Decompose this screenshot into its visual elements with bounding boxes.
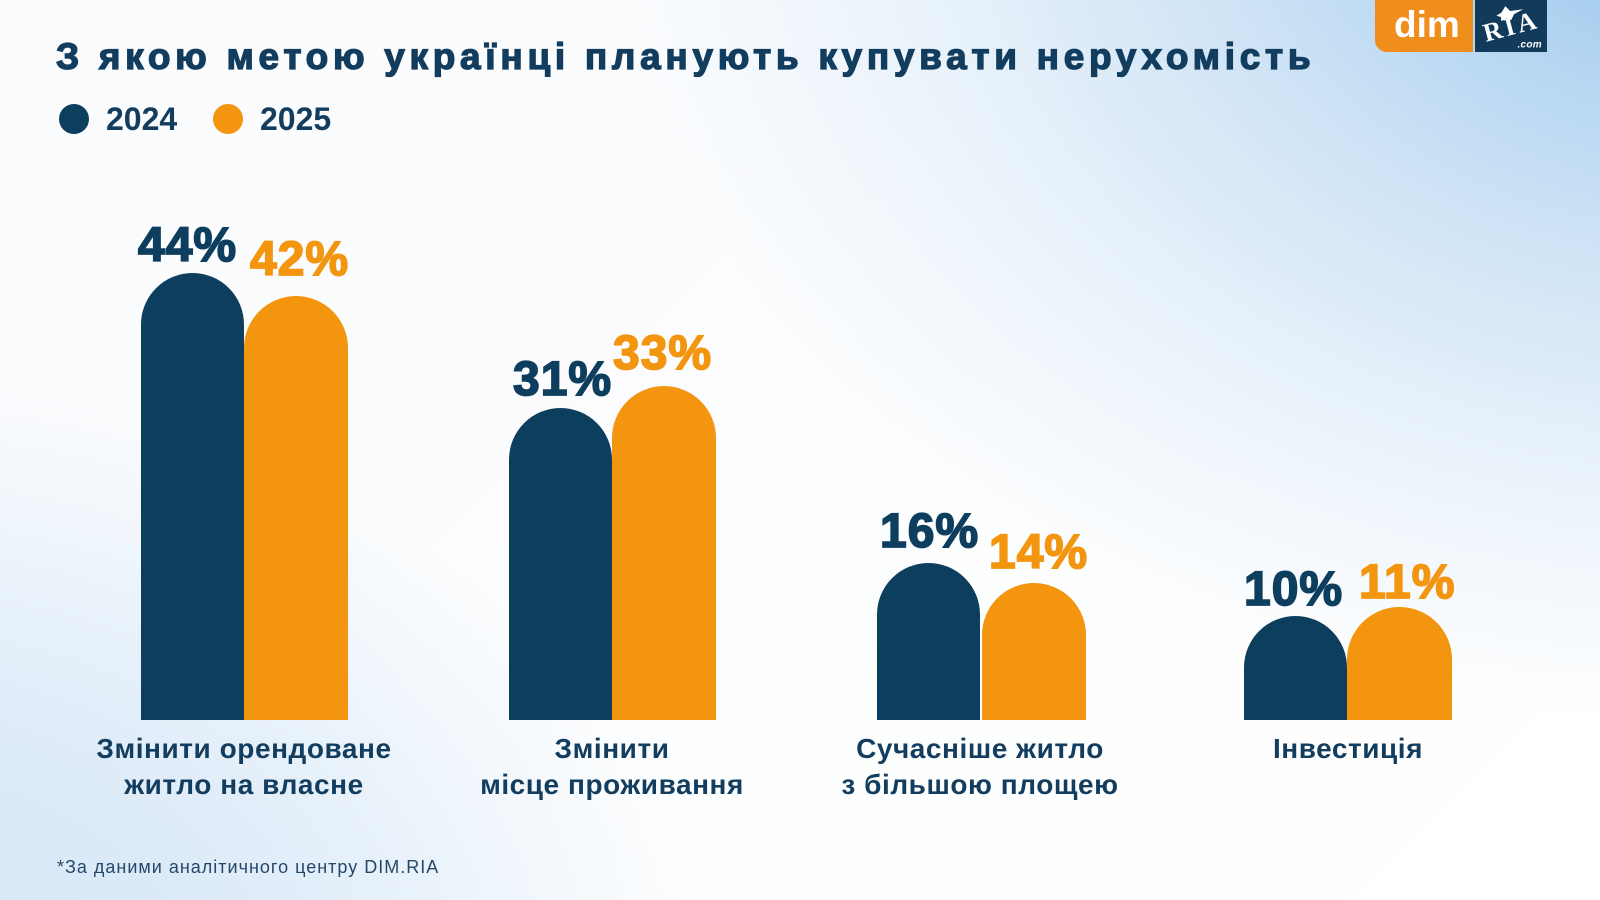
svg-text:.com: .com	[1517, 40, 1542, 51]
